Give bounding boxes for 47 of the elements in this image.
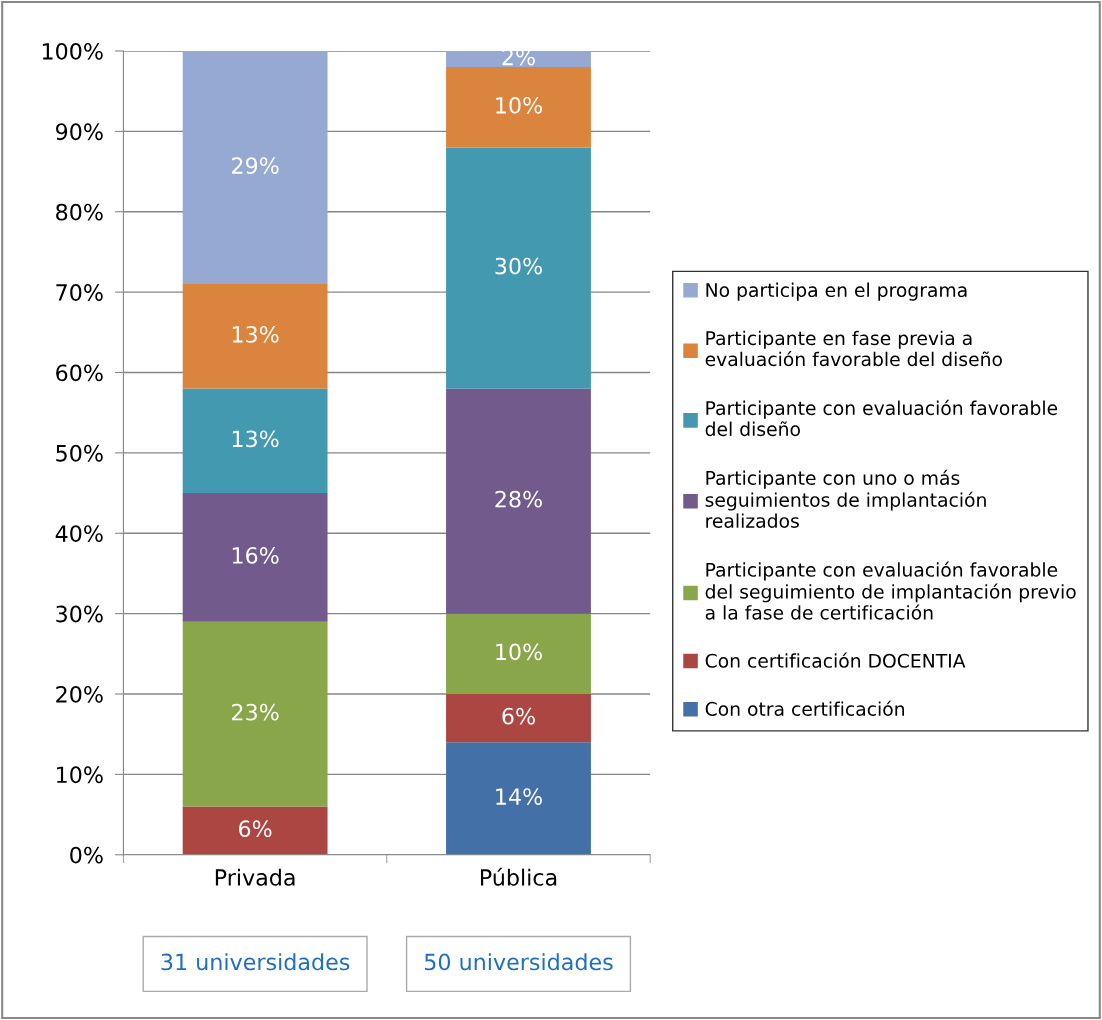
y-tick-label: 100% [42, 42, 103, 60]
bar [182, 493, 328, 622]
y-tick-label: 0% [70, 846, 103, 864]
y-tick-label: 60% [56, 364, 103, 382]
legend-label: Participante con evaluación favorable del diseño [705, 399, 1058, 437]
data-label: 14% [496, 788, 542, 805]
bar [182, 51, 328, 285]
data-label: 23% [232, 703, 279, 721]
legend-label: Con certificación DOCENTIA [705, 652, 966, 668]
y-tick-label: 20% [56, 685, 103, 703]
data-label: 30% [495, 257, 542, 275]
data-label: 13% [232, 430, 279, 448]
bar [182, 388, 328, 494]
y-tick-label: 40% [55, 525, 103, 543]
data-label: 29% [232, 157, 279, 174]
legend-label: Con otra certificación [705, 700, 904, 716]
bar [446, 147, 591, 389]
legend-label: Participante con uno o más seguimientos de implantación realizados [705, 469, 986, 528]
data-label: 13% [232, 325, 279, 343]
x-tick-label: Privada [215, 868, 295, 886]
bar [446, 613, 591, 695]
bar [182, 284, 328, 389]
data-label: 10% [496, 96, 542, 114]
bar [446, 51, 591, 68]
text: 50 universidades [424, 953, 613, 971]
data-label: 28% [495, 490, 542, 508]
y-tick-label: 10% [57, 766, 103, 784]
legend-label: Participante en fase previa a evaluación favorable del diseño [705, 330, 1002, 367]
y-tick-label: 70% [56, 284, 103, 301]
data-label: 10% [496, 643, 542, 661]
legend-label: No participa en el programa [706, 282, 967, 301]
text: 31 universidades [161, 953, 350, 971]
data-label: 16% [232, 547, 279, 564]
bar [446, 67, 591, 148]
y-tick-label: 80% [56, 203, 103, 221]
data-label: 6% [239, 820, 272, 838]
bar [446, 694, 591, 743]
data-label: 6% [502, 707, 535, 725]
legend-label: Participante con evaluación favorable del seguimiento de implantación previo a la fase de certificación [705, 561, 1076, 620]
bar [446, 388, 591, 614]
y-tick-label: 30% [56, 605, 103, 623]
bar [182, 806, 328, 855]
x-tick-label: Pública [480, 867, 557, 886]
bar [182, 621, 328, 807]
y-tick-label: 90% [55, 123, 103, 141]
bar [446, 742, 591, 855]
y-tick-label: 50% [56, 444, 103, 462]
